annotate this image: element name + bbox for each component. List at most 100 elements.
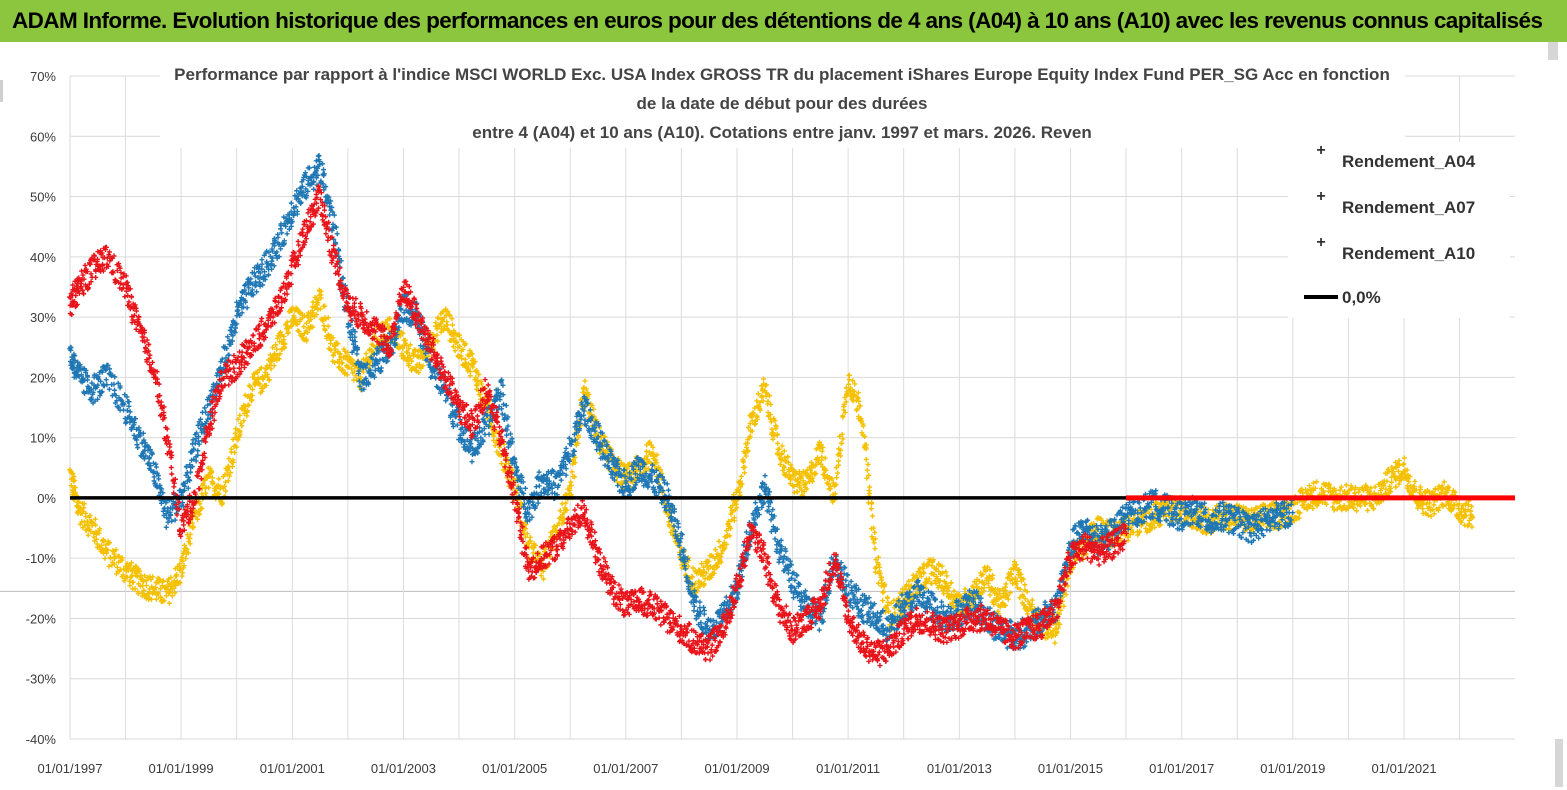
- data-point: [257, 381, 263, 387]
- data-point: [225, 478, 231, 484]
- data-point: [278, 329, 284, 335]
- data-point: [173, 582, 179, 588]
- data-point: [206, 474, 212, 480]
- data-point: [178, 566, 184, 572]
- data-point: [221, 483, 227, 489]
- data-point: [168, 575, 174, 581]
- data-point: [77, 521, 83, 527]
- data-point: [161, 598, 167, 604]
- data-point: [234, 444, 240, 450]
- data-point: [282, 341, 288, 347]
- data-point: [344, 372, 350, 378]
- data-point: [81, 501, 87, 507]
- data-point: [173, 573, 179, 579]
- data-point: [274, 346, 280, 352]
- data-point: [235, 416, 241, 422]
- data-point: [339, 360, 345, 366]
- data-point: [179, 554, 185, 560]
- data-point: [325, 315, 331, 321]
- data-point: [88, 528, 94, 534]
- data-point: [87, 512, 93, 518]
- data-point: [196, 508, 202, 514]
- data-point: [407, 356, 413, 362]
- data-point: [158, 595, 164, 601]
- data-point: [314, 312, 320, 318]
- data-point: [142, 573, 148, 579]
- data-point: [330, 335, 336, 341]
- data-point: [299, 332, 305, 338]
- data-point: [96, 530, 102, 536]
- data-point: [184, 546, 190, 552]
- data-point: [310, 324, 316, 330]
- data-point: [363, 351, 369, 357]
- data-point: [301, 324, 307, 330]
- data-point: [265, 357, 271, 363]
- data-point: [216, 476, 222, 482]
- data-point: [209, 470, 215, 476]
- data-point: [168, 580, 174, 586]
- data-point: [265, 374, 271, 380]
- data-point: [177, 561, 183, 567]
- data-point: [232, 450, 238, 456]
- data-point: [384, 321, 390, 327]
- data-point: [268, 366, 274, 372]
- series-Rendement_A04: [67, 287, 1476, 646]
- data-point: [340, 367, 346, 373]
- data-point: [197, 511, 203, 517]
- data-point: [239, 423, 245, 429]
- data-point: [247, 384, 253, 390]
- data-point: [85, 521, 91, 527]
- data-point: [258, 365, 264, 371]
- data-point: [194, 516, 200, 522]
- data-point: [187, 531, 193, 537]
- data-point: [246, 402, 252, 408]
- data-point: [68, 483, 74, 489]
- data-point: [106, 563, 112, 569]
- data-point: [90, 520, 96, 526]
- data-point: [177, 580, 183, 586]
- data-point: [93, 522, 99, 528]
- data-point: [187, 541, 193, 547]
- data-point: [285, 329, 291, 335]
- data-point: [107, 540, 113, 546]
- data-point: [137, 568, 143, 574]
- report-header: ADAM Informe. Evolution historique des p…: [0, 0, 1567, 42]
- data-point: [292, 308, 298, 314]
- data-point: [113, 571, 119, 577]
- data-point: [97, 526, 103, 532]
- data-point: [167, 583, 173, 589]
- data-point: [72, 477, 78, 483]
- data-point: [229, 464, 235, 470]
- data-point: [143, 583, 149, 589]
- data-point: [405, 350, 411, 356]
- data-point: [304, 313, 310, 319]
- data-point: [360, 369, 366, 375]
- data-point: [72, 485, 78, 491]
- data-point: [148, 577, 154, 583]
- data-point: [406, 346, 412, 352]
- data-point: [325, 323, 331, 329]
- data-point: [76, 499, 82, 505]
- data-point: [169, 593, 175, 599]
- data-point: [230, 457, 236, 463]
- data-point: [248, 398, 254, 404]
- data-point: [317, 306, 323, 312]
- data-point: [237, 412, 243, 418]
- data-point: [230, 436, 236, 442]
- data-point: [130, 579, 136, 585]
- data-point: [407, 342, 413, 348]
- data-point: [127, 583, 133, 589]
- data-point: [119, 557, 125, 563]
- data-point: [80, 508, 86, 514]
- data-point: [387, 316, 393, 322]
- data-point: [223, 479, 229, 485]
- data-point: [406, 363, 412, 369]
- data-point: [216, 491, 222, 497]
- data-point: [256, 376, 262, 382]
- data-point: [128, 560, 134, 566]
- data-point: [305, 329, 311, 335]
- chart-area: 70%60%50%40%30%20%10%0%-10%-20%-30%-40% …: [0, 42, 1567, 790]
- data-point: [180, 558, 186, 564]
- data-point: [92, 516, 98, 522]
- data-point: [400, 330, 406, 336]
